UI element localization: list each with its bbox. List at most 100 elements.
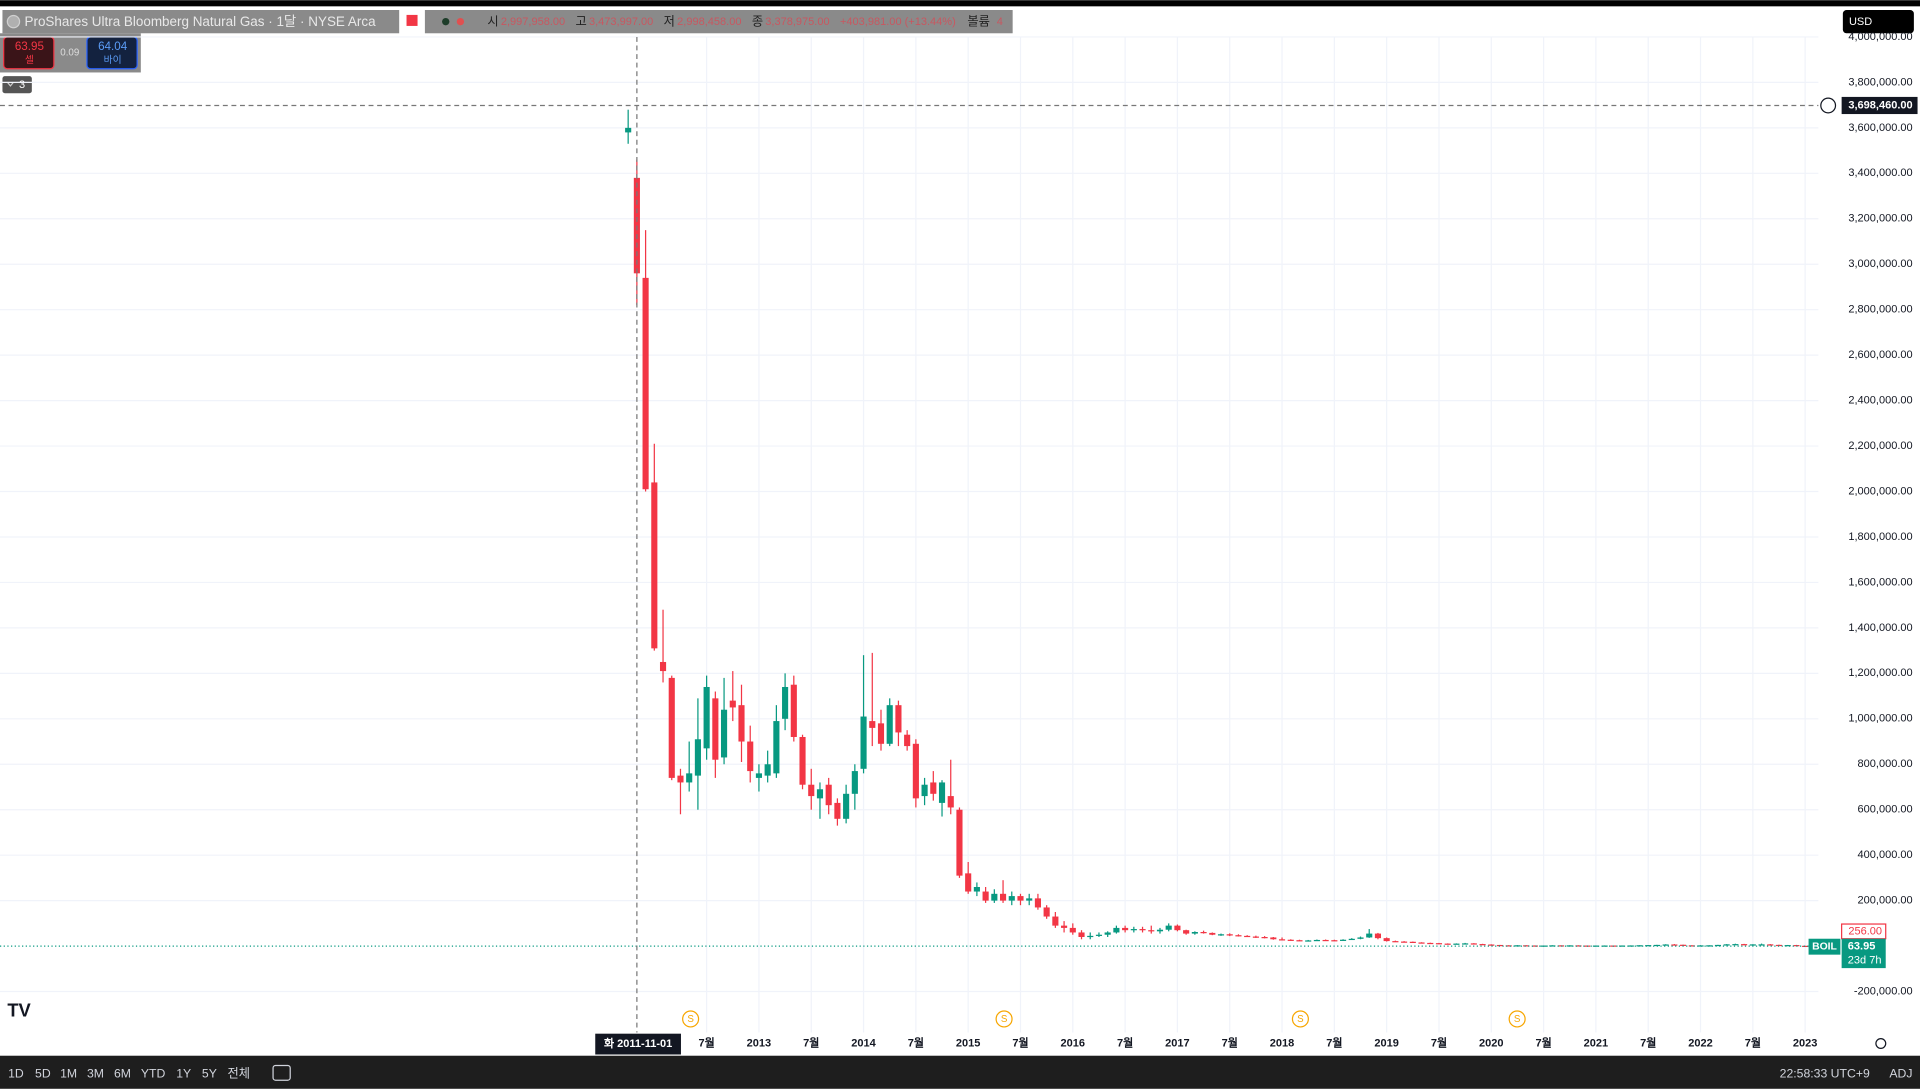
candle-body	[1488, 944, 1495, 946]
currency-select[interactable]	[1842, 10, 1914, 34]
candle-body	[825, 784, 832, 806]
x-tick-label: 7월	[1640, 1035, 1656, 1049]
candle-body	[1645, 945, 1652, 947]
candle-body	[1261, 936, 1268, 939]
candle-body	[1714, 944, 1722, 947]
timeframes: 1D 5D 1M 3M 6M YTD 1Y 5Y 전체	[8, 1066, 250, 1080]
x-tick-label: 2022	[1688, 1037, 1713, 1049]
candle-body	[1348, 938, 1355, 941]
split-label: S	[1514, 1014, 1521, 1025]
candle-body	[1331, 940, 1338, 942]
sell-label: 셀	[25, 54, 34, 66]
timeframe-button[interactable]: 전체	[228, 1066, 251, 1080]
candle-body	[808, 784, 815, 797]
candle-body	[1401, 941, 1408, 943]
candle-body	[721, 709, 728, 758]
candle-body	[729, 700, 736, 708]
status-dot	[456, 17, 465, 26]
candle-body	[1043, 907, 1050, 917]
candle-body	[816, 789, 824, 799]
top-strip	[0, 0, 1920, 7]
split-label: S	[1001, 1014, 1008, 1025]
spread: 0.09	[60, 47, 79, 58]
candle-body	[938, 782, 946, 803]
add-alert[interactable]	[1820, 97, 1837, 114]
split-marker[interactable]	[1508, 1010, 1526, 1028]
bottom-toolbar	[0, 1055, 1920, 1089]
x-tick-label: 2017	[1165, 1037, 1190, 1049]
y-tick-label: 3,000,000.00	[1848, 258, 1912, 270]
candle-body	[1784, 945, 1791, 947]
candle-body	[1052, 916, 1059, 926]
candle-body	[895, 705, 902, 733]
candle-body	[886, 705, 893, 744]
candle-body	[1122, 927, 1129, 931]
candle-body	[1505, 945, 1512, 947]
y-tick-label: 600,000.00	[1858, 804, 1913, 816]
split-marker[interactable]	[995, 1010, 1013, 1028]
candle-body	[965, 873, 972, 892]
timeframe-button[interactable]: 1Y	[176, 1066, 191, 1080]
candle-body	[1627, 945, 1634, 947]
ohlc-label: 시	[487, 14, 498, 28]
candle-body	[686, 773, 693, 783]
ohlc-value: 3,378,975.00	[765, 16, 829, 28]
split-marker[interactable]	[682, 1010, 700, 1028]
candle-body	[1165, 925, 1172, 930]
candle-body	[956, 809, 963, 876]
last-price-box	[1841, 938, 1886, 969]
candle-body	[747, 741, 754, 772]
adj-toggle[interactable]: ADJ	[1889, 1066, 1912, 1080]
x-tick-label: 2021	[1584, 1037, 1609, 1049]
candle-body	[1017, 896, 1024, 901]
candle-body	[1087, 935, 1094, 938]
candle-body	[694, 739, 701, 776]
candle-body	[1592, 945, 1599, 947]
candle-body	[1078, 932, 1085, 937]
candle-body	[1305, 940, 1312, 942]
x-tick-label: 2019	[1374, 1037, 1399, 1049]
y-tick-label: 2,400,000.00	[1848, 395, 1912, 407]
candle-body	[834, 802, 841, 819]
split-label: S	[1297, 1014, 1304, 1025]
volume-label: 볼륨	[967, 14, 990, 28]
timeframe-button[interactable]: YTD	[141, 1066, 166, 1080]
crosshair-date: 화 2011-11-01	[604, 1036, 672, 1050]
x-tick-label: 2023	[1793, 1037, 1818, 1049]
split-marker[interactable]	[1291, 1010, 1309, 1028]
timeframe-button[interactable]: 5D	[35, 1066, 51, 1080]
candle-body	[712, 698, 719, 760]
timeframe-button[interactable]: 6M	[114, 1066, 131, 1080]
y-tick-label: 3,200,000.00	[1848, 213, 1912, 225]
collapse-count: 3	[19, 79, 25, 91]
high-marker: 256.00	[1848, 925, 1882, 937]
volume: 4	[997, 16, 1003, 28]
timeframe-button[interactable]: 1D	[8, 1066, 24, 1080]
candle-body	[738, 705, 745, 742]
y-tick-label: 4,000,000.00	[1848, 31, 1912, 43]
candle-body	[1531, 945, 1538, 947]
collapse-button[interactable]	[2, 76, 32, 94]
symbol-icon	[6, 14, 21, 29]
candle-body	[1139, 929, 1146, 931]
candle-body	[764, 764, 771, 776]
candle-body	[1278, 939, 1286, 941]
candle-body	[1200, 931, 1207, 934]
flag-icon[interactable]	[406, 14, 418, 26]
settings-icon[interactable]	[1875, 1037, 1887, 1049]
candle-body	[921, 784, 928, 797]
grid	[0, 36, 1819, 1033]
candle-body	[1802, 945, 1809, 948]
candle-body	[1409, 941, 1416, 943]
x-tick-label: 7월	[1117, 1035, 1133, 1049]
legend-box	[2, 10, 400, 34]
timeframe-button[interactable]: 1M	[60, 1066, 77, 1080]
timeframe-button[interactable]: 3M	[87, 1066, 104, 1080]
candle-body	[1095, 934, 1103, 936]
candle-body	[877, 723, 885, 744]
candle-body	[651, 482, 658, 649]
timeframe-button[interactable]: 5Y	[202, 1066, 217, 1080]
candle-body	[1026, 898, 1033, 901]
date-range-icon[interactable]	[272, 1064, 291, 1081]
